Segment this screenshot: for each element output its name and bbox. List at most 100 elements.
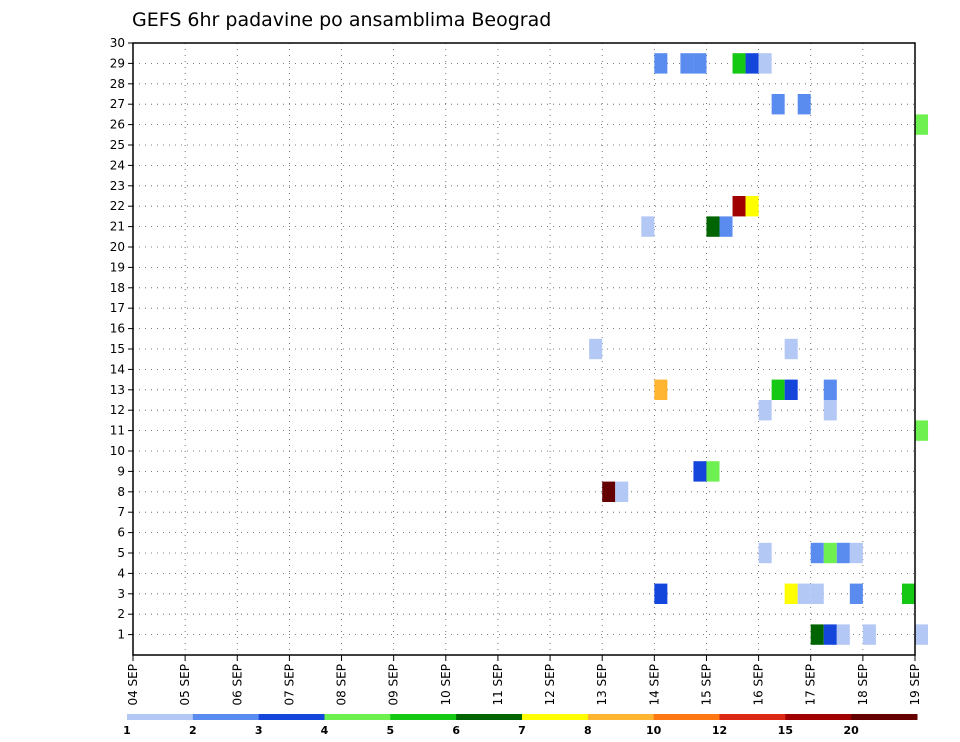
precip-cell: [784, 379, 798, 400]
y-tick-label: 8: [117, 485, 125, 499]
precip-cell: [693, 53, 707, 74]
y-tick-label: 20: [110, 240, 125, 254]
precip-cell: [810, 542, 824, 564]
y-tick-label: 4: [117, 566, 125, 580]
y-tick-label: 11: [110, 424, 125, 438]
precip-cell: [836, 624, 850, 645]
colorbar-segment: [192, 714, 260, 720]
precip-cell: [745, 53, 759, 74]
y-tick-label: 9: [117, 464, 125, 478]
x-tick-label: 10 SEP: [439, 664, 453, 706]
y-tick-label: 1: [117, 628, 125, 642]
precip-cell: [602, 481, 616, 502]
y-tick-label: 30: [110, 36, 125, 50]
precip-cell: [654, 379, 668, 400]
colorbar-label: 15: [778, 724, 793, 737]
colorbar-segment: [324, 714, 391, 720]
colorbar-segment: [785, 714, 852, 720]
precip-cell: [823, 379, 837, 400]
precip-cell: [797, 583, 811, 604]
precip-cell: [797, 94, 811, 115]
precip-cell: [915, 114, 929, 135]
precip-cell: [693, 461, 707, 482]
precip-cell: [680, 53, 694, 74]
colorbar-label: 2: [189, 724, 197, 737]
colorbar-segment: [851, 714, 918, 720]
y-tick-label: 10: [110, 444, 125, 458]
y-tick-label: 15: [110, 342, 125, 356]
precip-cell: [641, 216, 655, 237]
y-tick-label: 5: [117, 546, 125, 560]
x-tick-label: 07 SEP: [282, 664, 296, 706]
x-axis: 04 SEP 05 SEP 06 SEP 07 SEP 08 SEP 09 SEP 10 S…: [126, 655, 922, 706]
y-tick-label: 22: [110, 199, 125, 213]
colorbar-segment: [456, 714, 523, 720]
colorbar-label: 8: [584, 724, 592, 737]
precip-cell: [758, 53, 772, 74]
y-tick-label: 27: [110, 97, 125, 111]
precip-cell: [719, 216, 733, 237]
precip-cell: [823, 624, 837, 645]
precip-cell: [915, 420, 929, 441]
y-tick-label: 29: [110, 56, 125, 70]
colorbar-segment: [587, 714, 655, 720]
x-tick-label: 17 SEP: [804, 664, 818, 706]
x-tick-label: 09 SEP: [387, 664, 401, 706]
colorbar-segment: [127, 714, 194, 720]
x-tick-label: 19 SEP: [908, 664, 922, 706]
x-tick-label: 08 SEP: [335, 664, 349, 706]
colorbar-label: 10: [646, 724, 662, 737]
y-tick-label: 7: [117, 505, 125, 519]
colorbar-label: 4: [321, 724, 329, 737]
precip-cell: [810, 583, 824, 604]
colorbar-segment: [522, 714, 589, 720]
y-tick-label: 13: [110, 383, 125, 397]
y-tick-label: 23: [110, 179, 125, 193]
precip-cell: [862, 624, 876, 645]
colorbar-label: 12: [712, 724, 727, 737]
precip-cell: [589, 338, 603, 360]
precip-cell: [784, 583, 798, 604]
precip-cell: [758, 400, 772, 421]
y-tick-label: 17: [110, 301, 125, 315]
y-tick-label: 3: [117, 587, 125, 601]
colorbar-segment: [719, 714, 786, 720]
colorbar-label: 20: [844, 724, 860, 737]
y-tick-label: 26: [110, 118, 125, 132]
colorbar-label: 3: [255, 724, 263, 737]
precip-cell: [732, 196, 746, 217]
precip-cell: [745, 196, 759, 217]
precip-cell: [654, 53, 668, 74]
x-tick-label: 04 SEP: [126, 664, 140, 706]
precip-cell: [706, 216, 720, 237]
colorbar-legend: 1 2 3 4 5 6 7 8 10 12 15 20: [123, 714, 918, 737]
precip-cell: [615, 481, 629, 502]
colorbar-segment: [653, 714, 720, 720]
colorbar-label: 7: [518, 724, 526, 737]
y-tick-label: 18: [110, 281, 125, 295]
precip-cell: [771, 94, 785, 115]
colorbar-label: 5: [387, 724, 395, 737]
x-tick-label: 18 SEP: [856, 664, 870, 706]
y-tick-label: 16: [110, 322, 125, 336]
colorbar-label: 1: [123, 724, 131, 737]
y-tick-label: 14: [110, 362, 125, 376]
precip-cell: [823, 400, 837, 421]
precip-cell: [732, 53, 746, 74]
y-axis: 1234567891011121314151617181920212223242…: [110, 36, 133, 642]
precip-cell: [836, 542, 850, 564]
colorbar-segment: [258, 714, 325, 720]
x-tick-label: 05 SEP: [178, 664, 192, 706]
x-tick-label: 11 SEP: [491, 664, 505, 706]
y-tick-label: 2: [117, 607, 125, 621]
x-tick-label: 13 SEP: [595, 664, 609, 706]
precip-cell: [849, 583, 863, 604]
x-tick-label: 14 SEP: [647, 664, 661, 706]
precip-cell: [849, 542, 863, 564]
precip-cell: [784, 338, 798, 360]
y-tick-label: 25: [110, 138, 125, 152]
precip-cell: [771, 379, 785, 400]
y-tick-label: 21: [110, 220, 125, 234]
y-tick-label: 28: [110, 77, 125, 91]
